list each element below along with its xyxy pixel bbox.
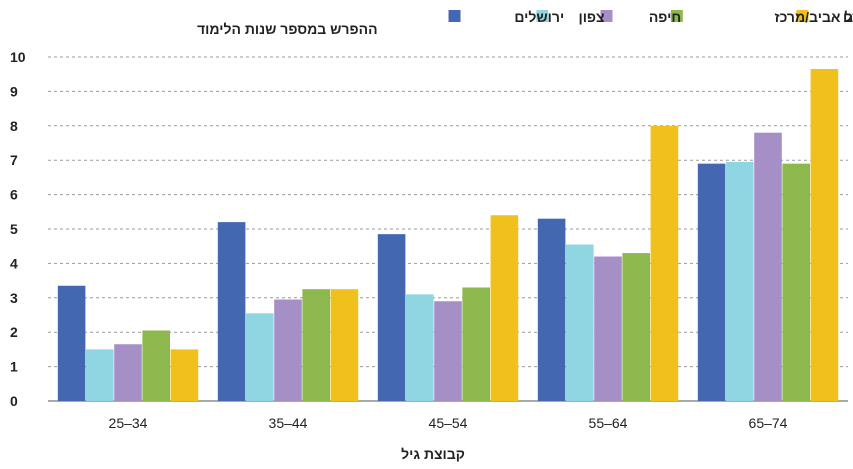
bar [57,285,86,401]
bars [57,69,839,402]
y-tick-label: 6 [10,187,18,203]
bar [377,234,406,401]
y-axis-ticks: 0 1 2 3 4 5 6 7 8 9 10 [10,49,26,409]
y-tick-label: 7 [10,152,18,168]
x-axis-categories: 25–34 35–44 45–54 55–64 65–74 [109,415,788,431]
bar [217,222,246,401]
bar [302,289,330,401]
bar [622,253,650,401]
x-category-label: 25–34 [109,415,148,431]
y-tick-label: 3 [10,290,18,306]
legend-label: תל אביב/מרכז [774,9,853,25]
legend-swatch [600,10,613,22]
legend: דרוםתל אביב/מרכז חיפה צפון ירושלים [448,9,853,25]
y-tick-label: 4 [10,255,18,271]
y-tick-label: 10 [10,49,26,65]
bar [114,344,142,401]
bar [434,301,462,401]
bar [170,349,199,401]
bar [594,256,622,401]
bar [462,287,490,401]
bar [406,294,434,401]
x-category-label: 35–44 [269,415,308,431]
y-tick-label: 2 [10,324,18,340]
bar [86,349,114,401]
bar [697,163,726,401]
bar [782,163,810,401]
y-tick-label: 9 [10,83,18,99]
x-category-label: 65–74 [749,415,788,431]
bar [330,289,359,401]
bar [566,244,594,401]
y-tick-label: 8 [10,118,18,134]
bar [650,125,679,402]
bar [537,218,566,401]
legend-swatch [796,10,809,22]
x-category-label: 55–64 [589,415,628,431]
legend-swatch [536,10,549,22]
bar [274,299,302,401]
bar [142,330,170,401]
x-axis-title: קבוצת גיל [401,446,465,462]
bar [810,69,839,401]
legend-swatch [448,10,461,22]
legend-swatch [670,10,683,22]
legend-label: ירושלים [514,9,564,25]
y-axis-title: ההפרש במספר שנות הלימוד [197,21,378,37]
legend-label: חיפה [649,9,681,25]
x-category-label: 45–54 [429,415,468,431]
legend-label: דרום [843,9,853,25]
bar [726,161,754,401]
bar [490,215,519,401]
y-tick-label: 0 [10,393,18,409]
bar [246,313,274,401]
y-tick-label: 5 [10,221,18,237]
legend-label: צפון [578,9,604,25]
bar [754,132,782,401]
y-tick-label: 1 [10,359,18,375]
